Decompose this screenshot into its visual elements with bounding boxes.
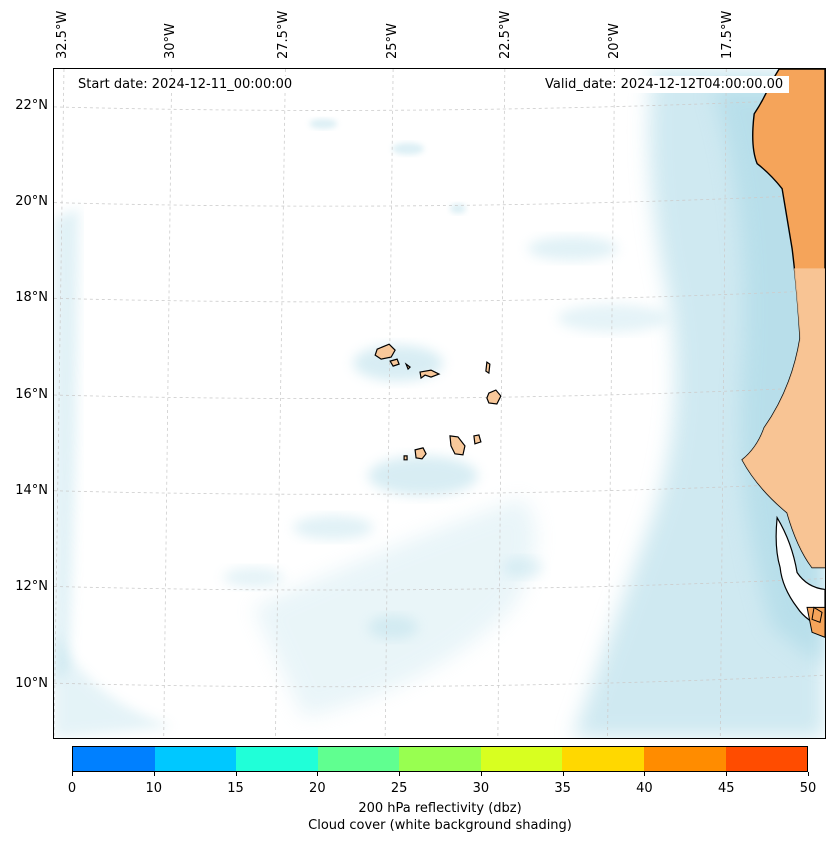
colorbar-segment (480, 747, 563, 771)
valid-date-label: Valid_date: 2024-12-12T04:00:00.00 (539, 76, 790, 93)
lon-label-17-5w: 17.5°W (720, 10, 735, 59)
colorbar-segment (154, 747, 237, 771)
island-santo-antao (374, 343, 396, 360)
colorbar-tick-mark (317, 772, 319, 776)
colorbar-tick-label: 45 (717, 781, 735, 796)
island-sal (485, 361, 491, 375)
island-brava (403, 455, 408, 461)
island-santiago (449, 435, 466, 456)
colorbar-tick-mark (644, 772, 646, 776)
island-sao-nicolau (419, 369, 441, 380)
lon-label-27-5w: 27.5°W (276, 10, 291, 59)
colorbar-tick-label: 50 (799, 781, 817, 796)
cape-verde-islands (374, 343, 502, 461)
island-fogo (414, 447, 427, 460)
lat-label-18n: 18°N (15, 290, 48, 305)
colorbar-tick-mark (562, 772, 564, 776)
lon-label-20w: 20°W (607, 23, 622, 59)
lon-label-25w: 25°W (385, 23, 400, 59)
colorbar-segment (317, 747, 400, 771)
colorbar-tick-label: 25 (390, 781, 408, 796)
map-panel[interactable] (53, 68, 826, 739)
colorbar-tick-mark (808, 772, 809, 776)
colorbar-tick-label: 10 (145, 781, 163, 796)
cloud-cover-layer (54, 69, 825, 738)
colorbar-sublabel: Cloud cover (white background shading) (308, 818, 572, 833)
colorbar (72, 746, 808, 772)
africa-landmass (741, 69, 825, 638)
start-date-label: Start date: 2024-12-11_00:00:00 (72, 76, 299, 93)
colorbar-segment (73, 747, 155, 771)
colorbar-tick-mark (153, 772, 155, 776)
colorbar-tick-mark (72, 772, 73, 776)
colorbar-segment (236, 747, 318, 771)
graticule (54, 69, 825, 738)
lat-label-14n: 14°N (15, 483, 48, 498)
colorbar-tick-label: 30 (472, 781, 490, 796)
colorbar-label: 200 hPa reflectivity (dbz) (358, 801, 522, 816)
colorbar-segment (725, 747, 808, 771)
lat-label-20n: 20°N (15, 194, 48, 209)
lat-label-22n: 22°N (15, 98, 48, 113)
colorbar-tick-label: 35 (554, 781, 571, 796)
colorbar-tick-mark (399, 772, 401, 776)
colorbar-tick-mark (480, 772, 482, 776)
colorbar-tick-label: 15 (227, 781, 244, 796)
colorbar-segment (643, 747, 726, 771)
lon-label-32-5w: 32.5°W (55, 10, 70, 59)
lat-label-10n: 10°N (15, 676, 48, 691)
island-maio (473, 434, 482, 445)
lon-label-22-5w: 22.5°W (498, 10, 513, 59)
map-canvas (54, 69, 825, 738)
lat-label-12n: 12°N (15, 579, 48, 594)
island-santa-luzia (404, 362, 411, 371)
colorbar-tick-label: 20 (309, 781, 326, 796)
lat-label-16n: 16°N (15, 387, 48, 402)
colorbar-tick-mark (235, 772, 237, 776)
colorbar-tick-label: 0 (67, 781, 77, 796)
lon-label-30w: 30°W (163, 23, 178, 59)
colorbar-segment (399, 747, 481, 771)
island-boa-vista (486, 389, 502, 405)
island-sao-vicente (389, 358, 400, 367)
colorbar-segment (562, 747, 644, 771)
colorbar-tick-label: 40 (636, 781, 653, 796)
colorbar-tick-mark (726, 772, 728, 776)
